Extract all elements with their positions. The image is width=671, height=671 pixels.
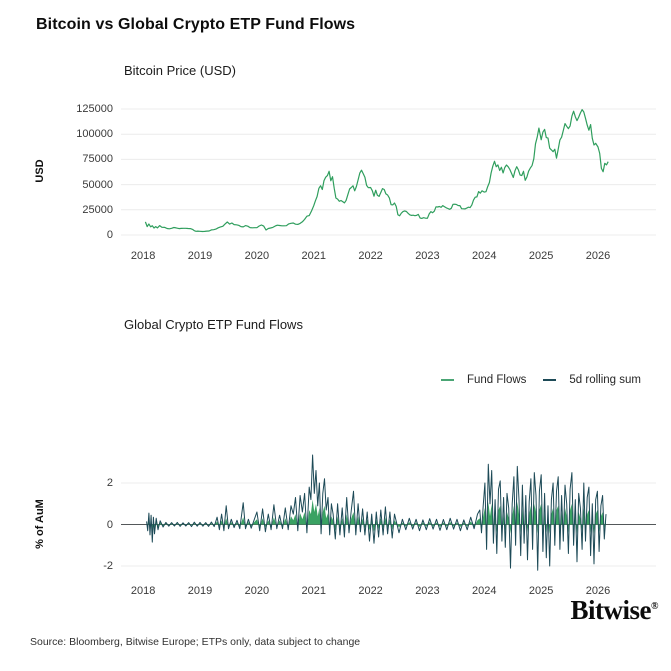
bitcoin-chart-ylabel: USD: [34, 159, 46, 183]
registered-trademark-icon: ®: [651, 601, 658, 612]
x-tick-label: 2023: [415, 585, 440, 597]
y-tick-label: -2: [103, 560, 113, 572]
x-tick-label: 2025: [528, 585, 554, 597]
x-tick-label: 2021: [301, 585, 326, 597]
x-tick-label: 2020: [244, 250, 270, 262]
y-tick-label: 50000: [82, 178, 113, 191]
y-tick-label: 2: [106, 477, 113, 489]
legend-label-fund-flows: Fund Flows: [466, 374, 527, 386]
legend-label-rolling-sum: 5d rolling sum: [569, 374, 641, 386]
x-tick-label: 2023: [415, 250, 440, 262]
x-tick-label: 2019: [187, 250, 213, 262]
x-tick-label: 2026: [585, 250, 611, 262]
x-tick-label: 2020: [244, 585, 270, 597]
y-tick-label: 100000: [76, 128, 113, 141]
flows-chart-legend: Fund Flows 5d rolling sum: [440, 374, 641, 386]
x-tick-label: 2022: [358, 250, 383, 262]
x-tick-label: 2021: [301, 250, 326, 262]
page-title: Bitcoin vs Global Crypto ETP Fund Flows: [36, 16, 356, 33]
x-tick-label: 2025: [528, 250, 554, 262]
y-tick-label: 0: [106, 229, 113, 241]
y-tick-label: 125000: [76, 103, 113, 115]
source-note: Source: Bloomberg, Bitwise Europe; ETPs …: [30, 636, 361, 648]
y-tick-label: 25000: [82, 203, 113, 216]
flows-chart-ylabel: % of AuM: [34, 499, 46, 549]
x-tick-label: 2019: [187, 585, 213, 597]
fund-flows-chart: [121, 454, 656, 571]
legend-item-rolling-sum: 5d rolling sum: [543, 374, 641, 386]
y-tick-label: 0: [106, 518, 113, 531]
bitwise-logo-text: Bitwise®: [570, 595, 659, 625]
rolling-sum-dash-icon: [543, 379, 557, 381]
x-tick-label: 2018: [130, 585, 156, 597]
x-tick-label: 2024: [472, 585, 497, 597]
x-tick-label: 2022: [358, 585, 383, 597]
fund-flows-dash-icon: [440, 379, 454, 381]
y-tick-label: 75000: [82, 153, 113, 166]
x-tick-label: 2024: [472, 250, 497, 262]
legend-item-fund-flows: Fund Flows: [440, 374, 527, 386]
bitcoin-price-chart: [121, 108, 656, 236]
x-tick-label: 2018: [130, 250, 156, 262]
x-tick-label: 2026: [585, 585, 611, 597]
bitcoin-chart-title: Bitcoin Price (USD): [124, 63, 236, 78]
flows-chart-title: Global Crypto ETP Fund Flows: [124, 317, 303, 332]
bitwise-logo: Bitwise®: [514, 595, 671, 636]
